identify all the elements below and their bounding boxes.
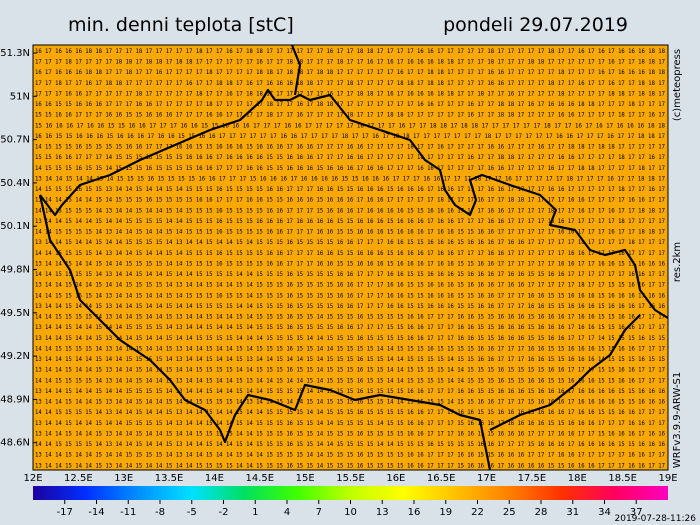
lat-label: 50.7N — [0, 135, 30, 146]
lat-label: 48.6N — [0, 438, 30, 449]
scale-label: 22 — [471, 507, 484, 518]
resolution: res.2km — [672, 242, 683, 282]
scale-label: -2 — [219, 507, 229, 518]
lat-label: 50.4N — [0, 178, 30, 189]
scale-label: 31 — [566, 507, 579, 518]
value-row: 17 17 17 16 16 17 17 17 17 17 18 17 17 1… — [35, 89, 665, 97]
border-north — [39, 88, 669, 319]
value-row: 13 14 14 15 14 14 15 14 14 15 15 15 15 1… — [35, 217, 665, 225]
scale-label: 7 — [316, 507, 322, 518]
lon-label: 18.5E — [608, 473, 637, 484]
value-row: 13 14 14 15 14 14 15 14 14 15 15 15 15 1… — [35, 323, 665, 331]
lon-label: 18E — [568, 473, 587, 484]
border-south — [38, 194, 492, 471]
lon-label: 12E — [23, 473, 42, 484]
lon-label: 16.5E — [427, 473, 456, 484]
value-row: 14 15 15 15 16 15 15 15 15 16 16 17 17 1… — [35, 143, 665, 151]
lon-label: 19E — [658, 473, 677, 484]
scale-label: 10 — [344, 507, 357, 518]
value-row: 14 14 15 15 15 15 14 13 14 14 15 14 14 1… — [35, 408, 665, 416]
value-row: 17 17 17 18 17 17 17 17 18 18 17 18 18 1… — [35, 58, 665, 66]
scale-label: 19 — [439, 507, 452, 518]
value-row: 13 14 14 15 14 14 15 14 14 15 15 15 15 1… — [35, 419, 665, 427]
value-row: 15 15 16 16 17 17 17 16 16 15 15 16 16 1… — [35, 111, 665, 119]
border-de-pl — [290, 44, 302, 96]
scale-label: 34 — [598, 507, 611, 518]
lat-label: 49.5N — [0, 308, 30, 319]
value-row: 15 16 16 16 17 16 16 15 15 16 16 17 17 1… — [35, 121, 665, 129]
lon-label: 17.5E — [518, 473, 547, 484]
lat-label: 51N — [10, 91, 30, 102]
lat-label: 51.3N — [0, 48, 30, 59]
country-borders — [38, 44, 669, 471]
value-row: 13 14 14 15 14 14 15 13 14 14 15 14 14 1… — [35, 429, 665, 437]
value-row: 13 14 14 15 14 14 15 13 14 14 15 14 14 1… — [35, 366, 665, 374]
border-east — [489, 314, 641, 431]
color-scale — [33, 486, 668, 500]
timestamp: 2019-07-28-11:26 — [615, 514, 697, 524]
value-row: 14 14 15 15 15 15 14 13 14 14 15 14 14 1… — [35, 249, 665, 257]
value-row: 13 14 14 15 14 14 15 13 14 14 15 14 14 1… — [35, 461, 665, 469]
scale-label: 28 — [535, 507, 548, 518]
scale-label: 13 — [376, 507, 389, 518]
lon-label: 16E — [386, 473, 405, 484]
lon-label: 14E — [205, 473, 224, 484]
map-field — [32, 44, 669, 471]
lon-label: 14.5E — [245, 473, 274, 484]
scale-label: 1 — [252, 507, 258, 518]
lon-label: 17E — [477, 473, 496, 484]
value-row: 13 14 14 15 14 14 15 14 15 15 15 16 15 1… — [35, 196, 665, 204]
value-row: 16 17 16 16 16 18 18 17 17 17 18 17 17 1… — [35, 47, 665, 55]
value-row: 13 14 14 15 14 14 15 13 14 14 15 14 14 1… — [35, 334, 665, 342]
scale-label: -5 — [187, 507, 197, 518]
value-row: 14 14 15 15 15 15 14 13 14 14 15 14 14 1… — [35, 376, 665, 384]
value-row: 14 14 15 15 15 15 14 13 14 14 15 14 14 1… — [35, 206, 665, 214]
value-row: 13 14 14 15 14 14 15 13 14 14 15 14 14 1… — [35, 398, 665, 406]
copyright: (c)meteopress — [672, 49, 683, 121]
value-row: 13 14 14 15 14 14 15 14 15 15 15 16 15 1… — [35, 174, 665, 182]
value-row: 13 14 14 15 14 14 15 14 14 15 15 15 15 1… — [35, 451, 665, 459]
scale-label: -17 — [57, 507, 73, 518]
value-row: 13 14 14 15 14 14 15 13 14 14 15 14 14 1… — [35, 302, 665, 310]
lat-label: 49.2N — [0, 351, 30, 362]
value-row: 13 14 14 15 14 14 15 14 14 15 15 15 15 1… — [35, 259, 665, 267]
value-row: 13 14 14 15 14 14 15 14 14 15 15 15 15 1… — [35, 355, 665, 363]
value-row: 13 14 14 15 14 14 15 14 14 15 15 15 15 1… — [35, 281, 665, 289]
scale-label: 16 — [408, 507, 421, 518]
scale-label: -8 — [155, 507, 165, 518]
value-row: 14 14 15 15 15 15 14 13 14 14 15 14 14 1… — [35, 291, 665, 299]
scale-label: 4 — [284, 507, 290, 518]
value-row: 13 14 14 15 14 14 15 14 14 15 15 15 15 1… — [35, 238, 665, 246]
scale-label: 37 — [630, 507, 643, 518]
map-title: min. denni teplota [stC] — [68, 14, 294, 36]
value-row: 15 15 16 16 17 17 17 14 15 15 15 16 15 1… — [35, 153, 665, 161]
value-row: 14 14 15 15 15 15 14 13 14 14 15 14 14 1… — [35, 228, 665, 236]
lon-label: 13.5E — [155, 473, 184, 484]
lon-label: 15.5E — [336, 473, 365, 484]
lon-label: 12.5E — [64, 473, 93, 484]
value-row: 16 17 16 16 16 18 18 17 17 18 17 17 16 1… — [35, 68, 665, 76]
map-date: pondeli 29.07.2019 — [443, 14, 628, 36]
lat-label: 48.9N — [0, 394, 30, 405]
value-row: 13 14 14 15 14 14 15 14 14 15 15 15 15 1… — [35, 387, 665, 395]
lon-label: 13E — [114, 473, 133, 484]
lat-label: 50.1N — [0, 221, 30, 232]
value-row: 17 17 18 17 17 16 17 18 18 17 17 17 17 1… — [35, 79, 665, 87]
value-row: 14 14 15 15 15 15 14 13 14 14 15 14 14 1… — [35, 313, 665, 321]
lon-label: 15E — [296, 473, 315, 484]
lat-label: 49.8N — [0, 265, 30, 276]
scale-label: -14 — [88, 507, 104, 518]
value-row: 14 15 15 15 16 15 15 13 14 14 15 14 14 1… — [35, 185, 665, 193]
value-row: 16 16 15 15 16 16 16 17 17 17 16 16 17 1… — [35, 100, 665, 108]
value-row: 14 14 15 15 15 15 14 13 14 14 15 14 14 1… — [35, 270, 665, 278]
model-name: WRFv3.9.9-ARW-S1 — [672, 372, 683, 469]
scale-label: -11 — [120, 507, 136, 518]
scale-label: 25 — [503, 507, 516, 518]
value-row: 14 14 15 15 15 15 14 13 14 14 15 14 14 1… — [35, 440, 665, 448]
value-row: 14 15 15 15 16 15 15 14 15 15 15 16 15 1… — [35, 164, 665, 172]
value-row: 14 14 15 15 15 15 14 13 14 14 15 14 14 1… — [35, 344, 665, 352]
value-row: 16 16 15 15 16 16 16 15 16 16 16 17 16 1… — [35, 132, 665, 140]
